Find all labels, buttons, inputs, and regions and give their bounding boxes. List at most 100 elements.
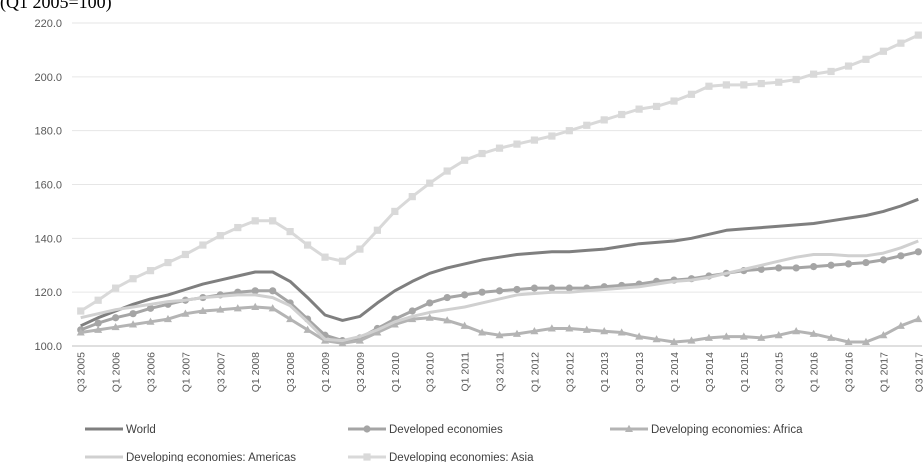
data-point [810, 262, 818, 271]
y-tick-label: 180.0 [34, 126, 62, 138]
data-point [548, 284, 556, 292]
data-point [199, 241, 207, 249]
data-point [391, 207, 399, 216]
data-point [565, 127, 573, 135]
data-point [670, 337, 679, 345]
data-point [94, 319, 102, 327]
x-tick-label: Q3 2017 [913, 352, 923, 392]
data-point [111, 322, 120, 331]
legend-marker [363, 453, 371, 461]
data-point [757, 265, 765, 273]
x-tick-label: Q3 2009 [355, 352, 367, 392]
data-point [460, 321, 469, 329]
data-point [774, 331, 783, 339]
data-point [269, 217, 277, 225]
data-point [844, 337, 853, 345]
data-point [757, 333, 766, 341]
data-point [77, 307, 85, 315]
series-line [80, 197, 919, 328]
data-point [565, 284, 573, 292]
data-point [408, 193, 416, 201]
data-point [426, 179, 434, 187]
data-point [94, 325, 103, 333]
data-point [268, 304, 277, 312]
data-point [844, 260, 853, 268]
data-point [548, 132, 556, 140]
data-point [251, 217, 259, 225]
data-point [862, 258, 870, 267]
data-point [617, 328, 626, 336]
y-tick-label: 120.0 [34, 287, 62, 299]
data-point [600, 116, 608, 124]
data-point [234, 223, 242, 232]
data-point [722, 81, 730, 89]
data-point [652, 335, 661, 343]
data-point [704, 333, 713, 341]
data-point [722, 332, 731, 340]
data-point [461, 156, 469, 164]
data-point [512, 329, 521, 337]
data-point [809, 329, 818, 337]
data-point [425, 313, 434, 321]
data-point [897, 39, 905, 47]
data-point [635, 332, 644, 340]
data-point [373, 328, 382, 336]
data-point [181, 309, 190, 317]
legend-label: Developing economies: Americas [126, 452, 296, 462]
data-point [112, 314, 120, 322]
data-point [233, 304, 242, 312]
x-tick-label: Q3 2013 [634, 352, 646, 392]
data-point [338, 257, 347, 265]
x-tick-label: Q1 2009 [320, 352, 332, 392]
chart-title: (Q1 2005=100) [0, 0, 112, 12]
data-point [478, 149, 486, 158]
data-point [146, 317, 155, 325]
data-point [618, 110, 626, 119]
data-point [76, 328, 85, 336]
data-point [757, 79, 765, 88]
data-point [914, 314, 923, 323]
x-tick-label: Q1 2014 [669, 352, 681, 392]
data-point [443, 167, 451, 175]
data-point [687, 90, 696, 98]
data-point [478, 328, 487, 336]
data-point [163, 314, 172, 323]
data-point [495, 331, 504, 339]
data-point [129, 320, 138, 328]
legend-label: Developing economies: Asia [389, 452, 534, 462]
x-tick-label: Q1 2011 [460, 352, 472, 392]
data-point [303, 325, 312, 333]
data-point [792, 264, 800, 272]
data-point [216, 305, 225, 313]
x-tick-label: Q1 2012 [529, 352, 541, 392]
data-point [443, 316, 452, 324]
x-tick-label: Q3 2016 [844, 352, 856, 392]
data-point [687, 336, 696, 344]
data-point [251, 287, 259, 295]
data-point [164, 258, 172, 267]
data-point [775, 264, 783, 272]
data-point [861, 337, 870, 345]
data-point [373, 226, 381, 234]
data-point [513, 140, 521, 148]
y-tick-label: 140.0 [34, 233, 62, 245]
y-tick-label: 220.0 [34, 18, 62, 30]
legend-label: World [126, 424, 156, 436]
data-point [827, 67, 835, 76]
data-point [600, 326, 609, 335]
data-point [652, 102, 661, 111]
data-point [216, 232, 224, 240]
data-point [705, 82, 713, 90]
data-point [547, 324, 556, 332]
x-tick-label: Q1 2007 [180, 352, 192, 392]
data-point [914, 248, 922, 256]
data-point [338, 339, 347, 347]
data-point [461, 291, 469, 299]
data-point [408, 307, 416, 315]
x-tick-label: Q1 2017 [878, 352, 890, 392]
data-point [897, 252, 905, 260]
x-tick-label: Q3 2011 [495, 352, 507, 392]
x-tick-label: Q3 2005 [76, 352, 88, 392]
data-point [426, 299, 434, 307]
